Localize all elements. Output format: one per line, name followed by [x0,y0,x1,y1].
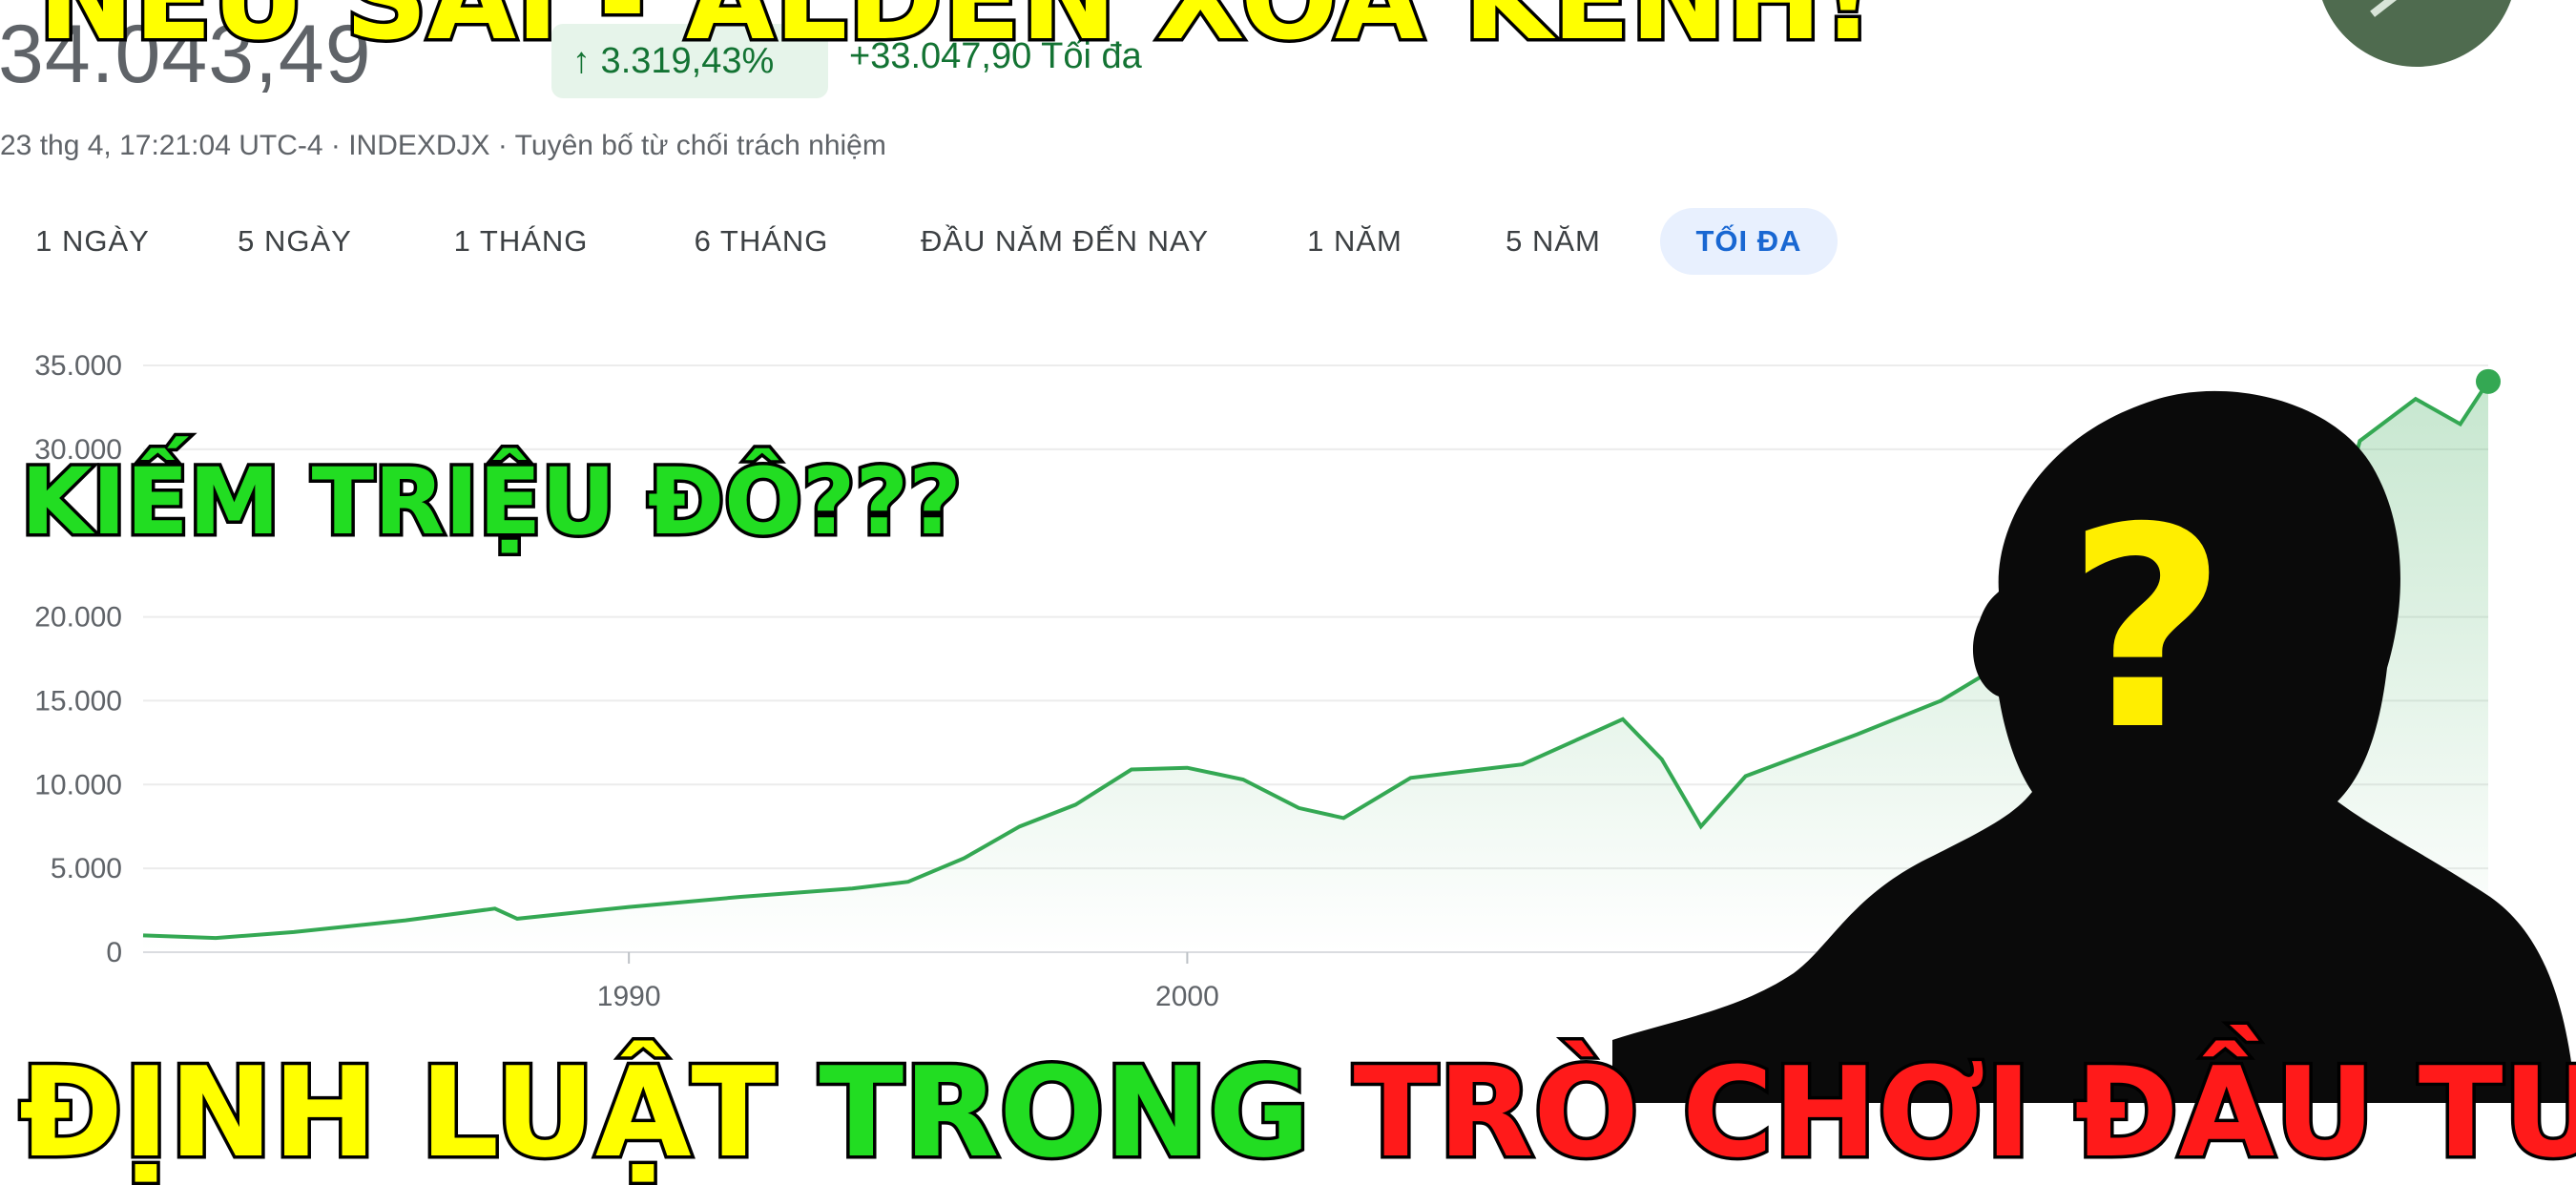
headline-bottom-word-1: ĐỊNH LUẬT [15,1037,779,1185]
tab-6-month[interactable]: 6 THÁNG [694,224,829,258]
x-axis: 1990 2000 [597,952,1219,1012]
quote-meta: 23 thg 4, 17:21:04 UTC-4 · INDEXDJX · Tu… [0,130,886,161]
tab-5-day[interactable]: 5 NGÀY [238,224,352,258]
index-price: 34.043,49 [0,9,372,100]
channel-avatar [2316,0,2517,67]
y-tick-label: 10.000 [34,769,122,800]
headline-bottom-word-3: TRÒ [1350,1037,1642,1185]
headline-middle: KIẾM TRIỆU ĐÔ??? [18,446,966,559]
headline-top: NẾU SAI - ALDEN XÓA KÊNH! [34,0,1877,70]
y-tick-label: 30.000 [34,434,122,466]
x-tick-label: 1990 [597,981,661,1012]
y-tick-label: 15.000 [34,685,122,717]
y-tick-label: 0 [106,937,122,968]
tab-1-month[interactable]: 1 THÁNG [453,224,589,258]
question-mark: ? [2067,469,2227,791]
range-tabs: 1 NGÀY 5 NGÀY 1 THÁNG 6 THÁNG ĐẦU NĂM ĐẾ… [0,208,1908,275]
series-area [143,381,2488,952]
y-tick-label: 20.000 [34,602,122,634]
tab-1-year[interactable]: 1 NĂM [1307,224,1402,258]
headline-bottom-word-4: CHƠI ĐẦU TƯ [1679,1037,2576,1185]
tab-max[interactable]: TỐI ĐA [1660,208,1838,275]
tab-5-year[interactable]: 5 NĂM [1506,224,1601,258]
headline-bottom: ĐỊNH LUẬT TRONG TRÒ CHƠI ĐẦU TƯ [15,1037,2576,1185]
y-tick-label: 5.000 [51,853,122,884]
tab-1-day[interactable]: 1 NGÀY [35,224,150,258]
change-absolute: +33.047,90 Tối đa [849,36,1142,76]
last-point-marker[interactable] [2476,368,2501,394]
mystery-person-silhouette: ? [1612,390,2576,1103]
tab-ytd[interactable]: ĐẦU NĂM ĐẾN NAY [920,224,1210,258]
y-tick-label: 35.000 [34,350,122,382]
y-axis: 0 5.000 10.000 15.000 20.000 30.000 35.000 [34,350,122,968]
headline-bottom-word-2: TRONG [816,1037,1314,1185]
x-tick-label: 2000 [1155,981,1219,1012]
change-percent-badge: ↑ 3.319,43% [551,24,828,98]
